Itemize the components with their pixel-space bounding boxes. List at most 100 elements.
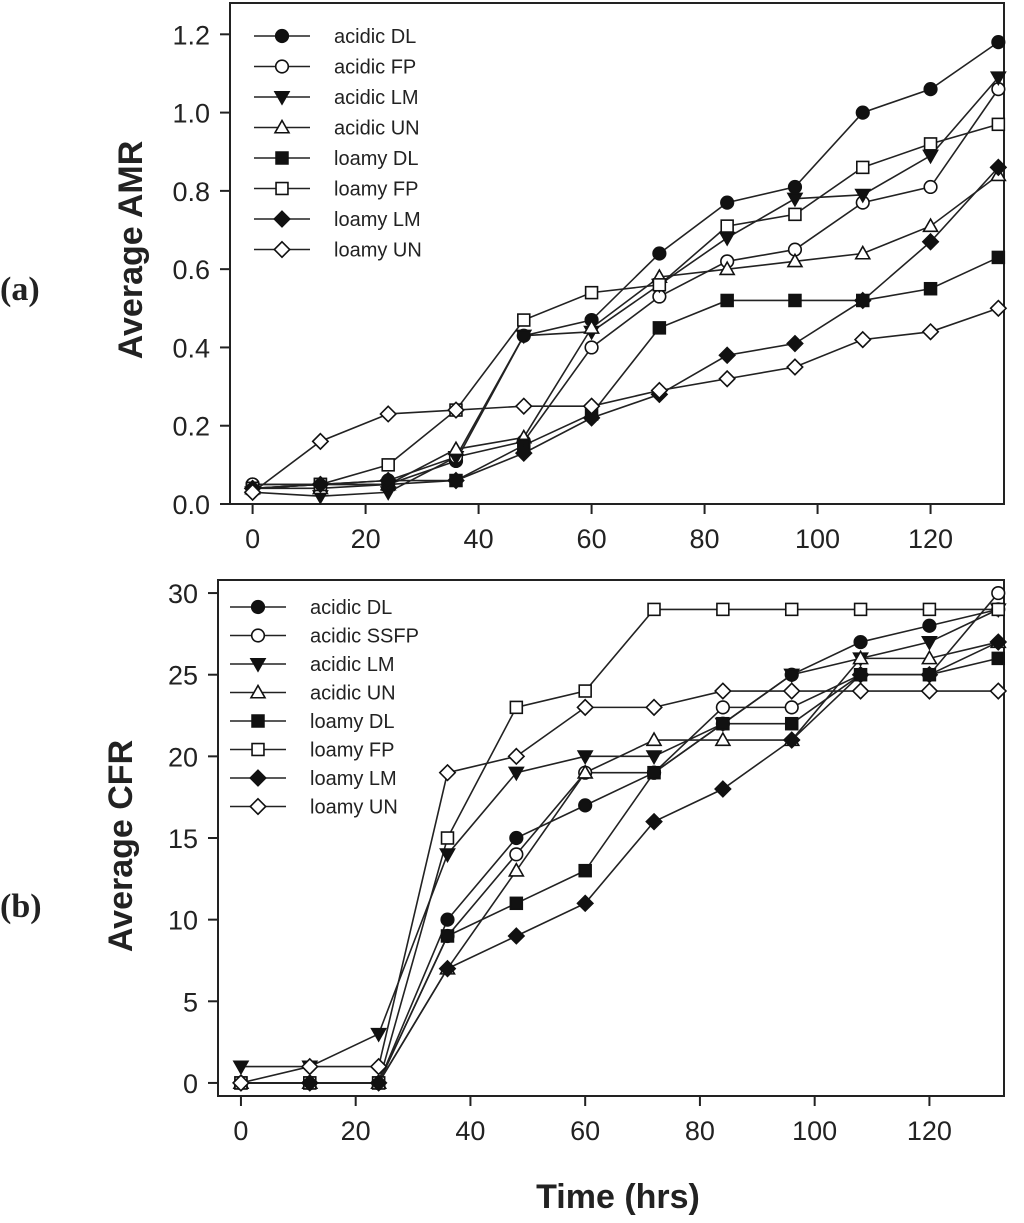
panel-b-point-loamy-fp <box>440 831 455 845</box>
panel-a-point-loamy-dl <box>788 293 802 308</box>
panel-a-legend-marker-acidic-fp <box>274 59 290 74</box>
panel-b-point-acidic-un <box>645 731 663 747</box>
panel-a-legend-marker-acidic-lm <box>273 90 291 106</box>
panel-b-point-acidic-un <box>507 862 525 877</box>
panel-b-point-loamy-fp <box>716 602 730 617</box>
panel-b-point-acidic-un <box>852 649 869 665</box>
panel-a-point-loamy-fp <box>652 278 667 292</box>
panel-a-point-acidic-dl <box>787 179 803 195</box>
panel-b-point-loamy-lm <box>438 959 457 978</box>
panel-b-point-loamy-fp <box>853 602 868 617</box>
panel-b-y-tick-label: 0 <box>183 1069 198 1099</box>
panel-a-legend-label-acidic-lm: acidic LM <box>334 87 418 109</box>
panel-b-point-loamy-dl <box>647 765 661 780</box>
panel-b-legend-label-acidic-un: acidic UN <box>310 683 396 705</box>
panel-a-legend-label-loamy-lm: loamy LM <box>334 209 421 231</box>
panel-a-label: (a) <box>0 271 40 308</box>
panel-a-point-acidic-dl <box>720 195 735 210</box>
panel-b-point-loamy-un <box>232 1074 250 1092</box>
panel-b-point-acidic-dl <box>853 634 868 650</box>
panel-a-point-loamy-fp <box>856 160 870 175</box>
panel-b-y-tick-label: 5 <box>183 987 198 1017</box>
panel-a-point-loamy-un <box>786 358 804 376</box>
panel-a-legend-label-loamy-un: loamy UN <box>334 240 422 262</box>
panel-b-point-loamy-lm <box>300 1074 319 1092</box>
panel-b-point-loamy-dl <box>716 716 730 731</box>
panel-b-x-tick-label: 40 <box>455 1116 485 1146</box>
panel-b-point-loamy-un <box>300 1057 319 1076</box>
panel-b-point-acidic-lm <box>232 1060 250 1076</box>
panel-b-point-acidic-lm <box>507 766 525 782</box>
panel-b-legend-label-loamy-fp: loamy FP <box>310 740 394 762</box>
panel-b-point-acidic-un <box>576 764 594 779</box>
panel-b-legend-label-loamy-lm: loamy LM <box>310 768 397 790</box>
panel-b-y-tick-label: 25 <box>168 661 198 691</box>
panel-a-point-loamy-un <box>650 381 669 400</box>
panel-a-series-line-acidic-lm <box>252 76 999 497</box>
panel-a-x-tick-label: 100 <box>795 524 840 554</box>
panel-a-x-tick-label: 0 <box>245 524 260 554</box>
panel-b-point-loamy-un <box>714 682 732 700</box>
panel-a-series-line-loamy-lm <box>252 166 999 490</box>
panel-b-point-loamy-lm <box>782 731 801 749</box>
panel-b-point-acidic-lm <box>439 848 456 863</box>
panel-a-point-loamy-fp <box>381 458 395 472</box>
panel-b-point-loamy-un <box>920 682 939 700</box>
panel-a-legend-label-loamy-dl: loamy DL <box>334 148 418 170</box>
panel-b-point-loamy-un <box>645 698 663 717</box>
panel-a-legend-label-acidic-fp: acidic FP <box>334 57 416 79</box>
panel-a-point-loamy-un <box>379 405 398 423</box>
panel-b-point-loamy-fp <box>784 602 799 617</box>
panel-a-series-line-loamy-fp <box>252 123 999 490</box>
panel-b-point-acidic-lm <box>921 636 938 651</box>
panel-a-point-loamy-fp <box>788 207 802 222</box>
panel-b-point-loamy-lm <box>645 812 663 831</box>
panel-b-series-line-acidic-dl <box>240 608 999 1084</box>
panel-b-legend-marker-loamy-dl <box>251 714 265 728</box>
panel-a-legend-label-acidic-dl: acidic DL <box>334 26 416 48</box>
panel-b-point-loamy-dl <box>991 651 1006 666</box>
panel-b-legend-marker-acidic-lm <box>249 657 267 673</box>
panel-b-point-loamy-un <box>438 763 457 782</box>
panel-b-point-acidic-lm <box>370 1027 388 1043</box>
panel-b-point-loamy-dl <box>578 863 592 878</box>
panel-b-point-loamy-un <box>369 1057 388 1076</box>
panel-b-y-axis-title: Average CFR <box>102 740 140 952</box>
panel-a: (a) Average AMR 0 20 40 60 80 100 120 0.0 0.2 0.4… <box>0 2 1008 554</box>
panel-b-point-loamy-fp <box>578 684 592 698</box>
panel-b-x-tick-label: 80 <box>685 1116 715 1146</box>
panel-b-legend-marker-loamy-un <box>249 797 267 816</box>
panel-a-point-loamy-fp <box>720 219 734 233</box>
panel-a-x-tick-label: 20 <box>351 524 381 554</box>
panel-b-legend-label-loamy-dl: loamy DL <box>310 711 394 733</box>
panel-b-point-acidic-ssfp <box>715 700 730 715</box>
panel-a-point-loamy-dl <box>923 281 938 296</box>
panel-a-point-loamy-un <box>921 322 940 341</box>
panel-b-point-loamy-fp <box>922 602 937 617</box>
panel-b-x-tick-label: 0 <box>233 1116 248 1146</box>
panel-b-x-tick-label: 100 <box>792 1116 837 1146</box>
panel-b-x-tick-label: 120 <box>907 1116 952 1146</box>
panel-b-point-loamy-fp <box>991 602 1006 617</box>
panel-b-point-loamy-fp <box>509 700 524 715</box>
panel-b-point-acidic-dl <box>922 618 937 633</box>
panel-b-y-tick-label: 30 <box>168 579 198 609</box>
panel-a-y-tick-label: 0.6 <box>172 255 210 285</box>
panel-a-point-loamy-dl <box>991 250 1006 265</box>
panel-b-legend-label-acidic-lm: acidic LM <box>310 654 394 676</box>
panel-a-point-loamy-lm <box>582 409 601 427</box>
panel-a-point-acidic-lm <box>989 71 1007 86</box>
panel-b-point-acidic-dl <box>578 798 593 813</box>
panel-b-legend-marker-loamy-lm <box>249 769 267 787</box>
panel-b-legend-marker-loamy-fp <box>251 742 265 757</box>
panel-a-x-tick-label: 40 <box>464 524 494 554</box>
panel-b: (b) Average CFR Time (hrs) 0 20 40 60 80 100 1… <box>0 579 1008 1216</box>
panel-a-point-acidic-lm <box>854 188 872 204</box>
panel-a-point-loamy-un <box>989 299 1008 318</box>
panel-a-point-loamy-lm <box>718 346 736 365</box>
panel-b-point-loamy-lm <box>369 1074 388 1092</box>
panel-b-point-loamy-lm <box>576 894 595 913</box>
panel-a-point-loamy-un <box>447 401 465 419</box>
panel-b-legend-marker-acidic-un <box>249 683 267 699</box>
